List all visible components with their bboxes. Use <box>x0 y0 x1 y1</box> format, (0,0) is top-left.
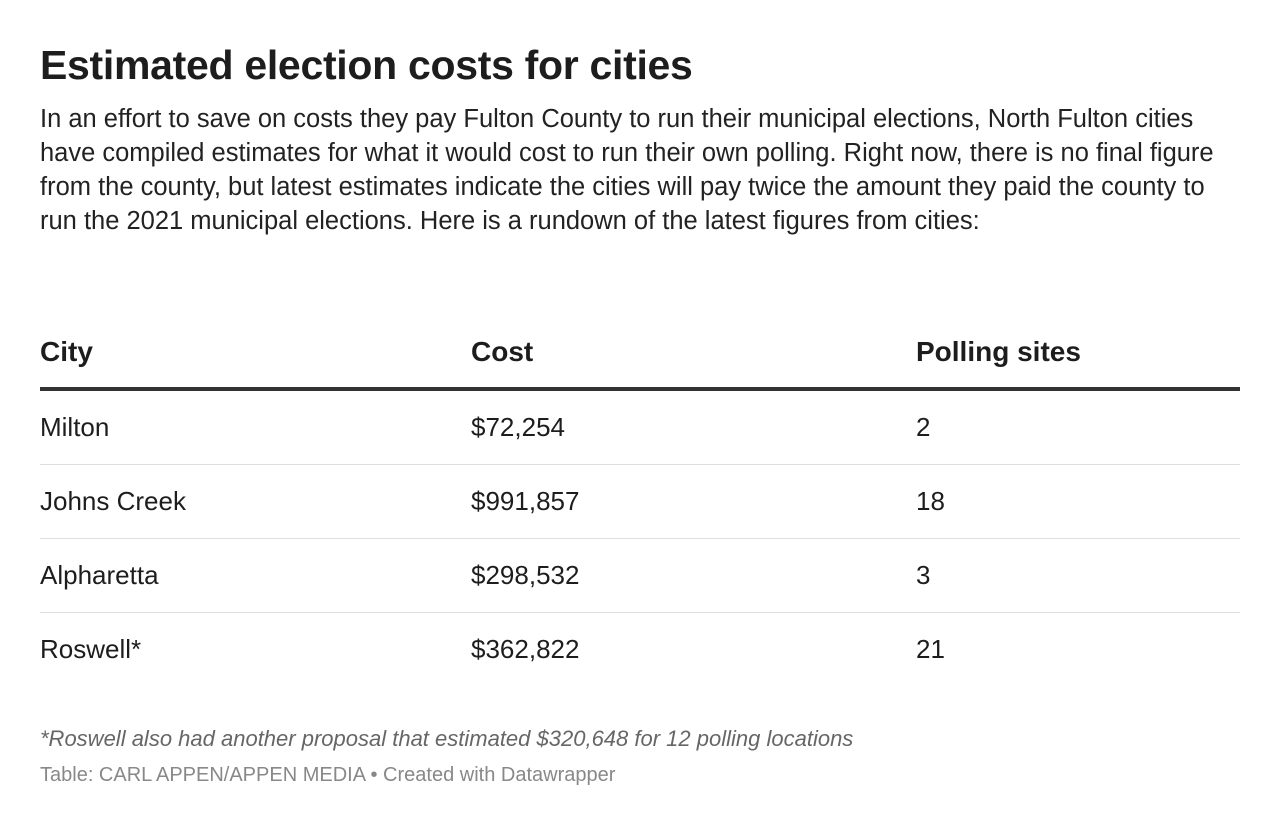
description: In an effort to save on costs they pay F… <box>40 105 1214 235</box>
table-cell: 3 <box>916 538 1240 613</box>
table: City Cost Polling sites Milton $72,254 2 John… <box>40 316 1240 686</box>
table-cell: 18 <box>916 464 1240 539</box>
column-header: City <box>40 316 471 391</box>
footnote: *Roswell also had another proposal that … <box>40 726 854 751</box>
table-cell: 21 <box>916 634 945 664</box>
column-header: Cost <box>471 316 916 391</box>
table-cell: 2 <box>916 389 1240 465</box>
header: Estimated election costs for cities In a… <box>40 40 1240 238</box>
column-header: Polling sites <box>916 316 1240 391</box>
table-cell: Johns Creek <box>40 464 471 539</box>
table-row: Alpharetta $298,532 3 <box>40 538 1240 613</box>
table-cell: Alpharetta <box>40 538 471 613</box>
table-cell: $362,822 <box>471 634 580 664</box>
table-row: Milton $72,254 2 <box>40 389 1240 465</box>
table-row: Johns Creek $991,857 18 <box>40 464 1240 539</box>
table-row: Roswell* $362,822 21 <box>40 613 1240 687</box>
header-row: City Cost Polling sites <box>40 316 1240 391</box>
table-body: Milton $72,254 2 Johns Creek $991,857 18 Alpha… <box>40 389 1240 686</box>
table-cell: $72,254 <box>471 389 916 465</box>
source: Table: CARL APPEN/APPEN MEDIA • Created … <box>40 764 616 786</box>
title: Estimated election costs for cities <box>40 42 693 88</box>
table-cell: $991,857 <box>471 464 916 539</box>
table-cell: $298,532 <box>471 538 916 613</box>
table-cell: Roswell* <box>40 634 142 664</box>
table-cell: Milton <box>40 389 471 465</box>
